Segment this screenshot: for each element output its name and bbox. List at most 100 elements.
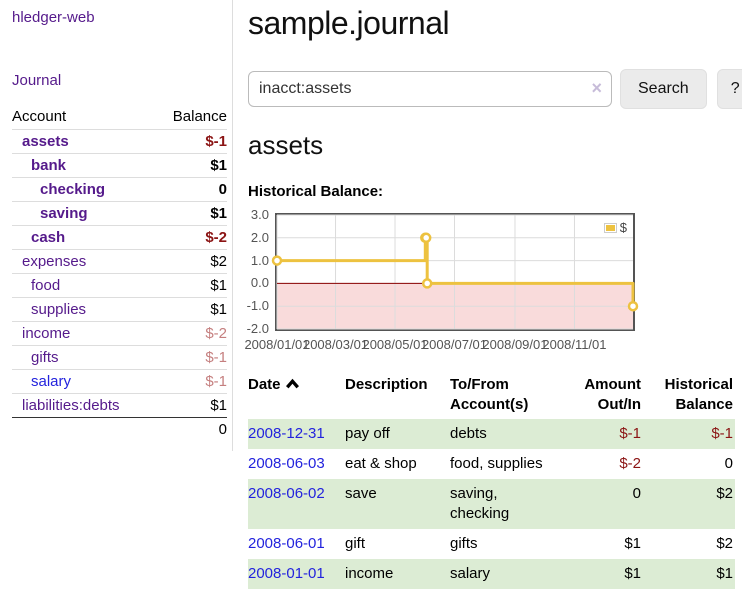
chart-plot-area: $ — [271, 213, 639, 331]
transaction-row: 2008-06-02 save saving, checking 0 $2 — [248, 479, 735, 529]
transaction-accounts: food, supplies — [450, 455, 543, 472]
account-link-bank[interactable]: bank — [31, 157, 67, 174]
transaction-row: 2008-06-01 gift gifts $1 $2 — [248, 529, 735, 559]
header-date[interactable]: Date — [248, 373, 345, 419]
transaction-amount: $-1 — [619, 425, 641, 442]
transaction-row: 2008-06-03 eat & shop food, supplies $-2… — [248, 449, 735, 479]
account-link-liabilities-debts[interactable]: liabilities:debts — [22, 397, 120, 414]
x-axis-tick-label: 2008/01/01 — [244, 337, 310, 352]
accounts-total-balance: 0 — [154, 417, 227, 441]
account-link-saving[interactable]: saving — [40, 205, 88, 222]
y-axis-tick-label: -1.0 — [246, 298, 269, 314]
accounts-table: Account Balance assets $-1 bank $1 check… — [12, 105, 227, 441]
sidebar: hledger-web Journal Account Balance asse… — [0, 0, 233, 451]
transaction-description: save — [345, 485, 377, 502]
account-link-income[interactable]: income — [22, 325, 71, 342]
header-accounts[interactable]: To/From Account(s) — [450, 376, 529, 413]
account-balance: $-1 — [154, 129, 227, 154]
account-row: liabilities:debts $1 — [12, 393, 227, 418]
transaction-date-link[interactable]: 2008-12-31 — [248, 425, 325, 442]
chart-legend: $ — [601, 219, 629, 236]
transaction-amount: $1 — [624, 535, 641, 552]
account-balance: $1 — [154, 393, 227, 418]
transaction-accounts: debts — [450, 425, 487, 442]
y-axis-tick-label: 1.0 — [250, 252, 269, 268]
header-amount[interactable]: Amount Out/In — [584, 376, 641, 413]
account-balance: $1 — [154, 153, 227, 178]
historical-balance-chart: 3.0 2.0 1.0 0.0 -1.0 -2.0 $ 2008/01/01 2008/03… — [244, 207, 742, 353]
transaction-date-link[interactable]: 2008-06-03 — [248, 455, 325, 472]
main-content: sample.journal × Search ? assets Histori… — [244, 0, 742, 589]
account-row: assets $-1 — [12, 129, 227, 154]
account-link-expenses[interactable]: expenses — [22, 253, 87, 270]
transaction-accounts: salary — [450, 565, 491, 582]
transaction-balance: $2 — [716, 485, 733, 502]
account-balance: $1 — [154, 273, 227, 298]
chart-y-axis: 3.0 2.0 1.0 0.0 -1.0 -2.0 — [246, 207, 275, 336]
y-axis-tick-label: 2.0 — [250, 229, 269, 245]
transaction-description: income — [345, 565, 394, 582]
transaction-accounts: gifts — [450, 535, 478, 552]
account-balance: $-1 — [154, 369, 227, 394]
account-link-cash[interactable]: cash — [31, 229, 66, 246]
search-input[interactable] — [248, 71, 612, 107]
clear-search-icon[interactable]: × — [591, 78, 602, 98]
account-row: food $1 — [12, 273, 227, 298]
account-balance: 0 — [154, 177, 227, 202]
transaction-date-link[interactable]: 2008-01-01 — [248, 565, 325, 582]
account-heading: assets — [248, 130, 324, 160]
search-form: × Search ? — [248, 69, 742, 109]
legend-label: $ — [619, 220, 627, 235]
account-row: checking 0 — [12, 177, 227, 202]
account-row: gifts $-1 — [12, 345, 227, 370]
search-input-wrap: × — [248, 71, 612, 107]
app-brand-link[interactable]: hledger-web — [12, 9, 95, 26]
transaction-description: pay off — [345, 425, 390, 442]
account-link-checking[interactable]: checking — [40, 181, 106, 198]
accounts-header-balance: Balance — [172, 108, 227, 125]
header-description[interactable]: Description — [345, 376, 428, 393]
account-row: expenses $2 — [12, 249, 227, 274]
account-row: income $-2 — [12, 321, 227, 346]
account-row: saving $1 — [12, 201, 227, 226]
header-date-label: Date — [248, 376, 281, 393]
legend-swatch-icon — [603, 222, 617, 233]
account-link-food[interactable]: food — [31, 277, 61, 294]
y-axis-tick-label: -2.0 — [246, 321, 269, 336]
account-link-gifts[interactable]: gifts — [31, 349, 59, 366]
account-balance: $-1 — [154, 345, 227, 370]
account-link-assets[interactable]: assets — [22, 133, 69, 150]
transaction-balance: $1 — [716, 565, 733, 582]
transactions-header: Date Description To/From Account(s) Amou… — [248, 373, 735, 419]
transaction-amount: $-2 — [619, 455, 641, 472]
account-balance: $-2 — [154, 321, 227, 346]
transaction-description: eat & shop — [345, 455, 417, 472]
transaction-date-link[interactable]: 2008-06-01 — [248, 535, 325, 552]
transactions-table: Date Description To/From Account(s) Amou… — [248, 373, 735, 589]
transaction-balance: $2 — [716, 535, 733, 552]
transaction-date-link[interactable]: 2008-06-02 — [248, 485, 325, 502]
transaction-amount: $1 — [624, 565, 641, 582]
accounts-header-account: Account — [12, 108, 67, 125]
x-axis-tick-label: 2008/11/01 — [542, 337, 607, 352]
x-axis-tick-label: 2008/03/01 — [302, 337, 369, 352]
transaction-row: 2008-12-31 pay off debts $-1 $-1 — [248, 419, 735, 449]
x-axis-tick-label: 2008/09/01 — [482, 337, 548, 352]
account-balance: $-2 — [154, 225, 227, 250]
nav-journal-link[interactable]: Journal — [12, 72, 62, 89]
account-row: cash $-2 — [12, 225, 227, 250]
search-button[interactable]: Search — [620, 69, 707, 109]
account-link-salary[interactable]: salary — [31, 373, 72, 390]
transaction-balance: 0 — [724, 455, 733, 472]
account-balance: $1 — [154, 297, 227, 322]
account-row: salary $-1 — [12, 369, 227, 394]
accounts-table-header: Account Balance — [12, 105, 227, 130]
help-button[interactable]: ? — [716, 69, 742, 109]
account-link-supplies[interactable]: supplies — [31, 301, 87, 318]
account-row: bank $1 — [12, 153, 227, 178]
account-balance: $2 — [154, 249, 227, 274]
chart-title: Historical Balance: — [248, 183, 384, 200]
account-balance: $1 — [154, 201, 227, 226]
account-row: supplies $1 — [12, 297, 227, 322]
header-balance[interactable]: Historical Balance — [664, 376, 733, 413]
